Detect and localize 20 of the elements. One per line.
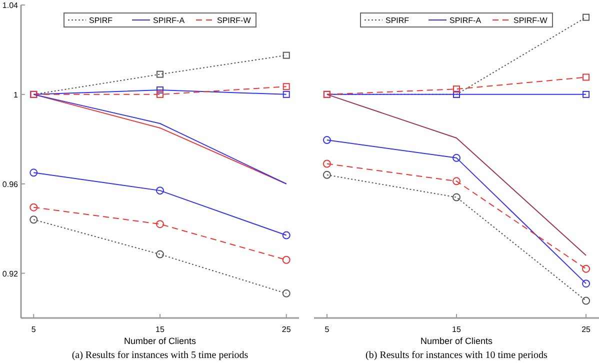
x-axis-title: Number of Clients <box>124 336 197 346</box>
x-tick-label: 5 <box>324 325 330 334</box>
x-axis-title: Number of Clients <box>420 336 494 346</box>
y-tick-label: 1 <box>14 90 19 100</box>
legend-label: SPIRF-W <box>514 16 548 25</box>
x-tick-label: 25 <box>582 325 592 334</box>
legend-label: SPIRF-W <box>217 16 252 25</box>
y-tick-label: 0.92 <box>2 269 19 278</box>
text: (a) Results for instances with 5 time periods <box>72 350 248 361</box>
legend-label: SPIRF-A <box>450 16 482 25</box>
y-tick-label: 1.04 <box>2 1 19 10</box>
y-tick-label: 0.96 <box>2 180 19 189</box>
legend-label: SPIRF-A <box>153 16 186 25</box>
x-tick-label: 25 <box>282 325 292 334</box>
legend-label: SPIRF <box>89 16 113 25</box>
x-tick-label: 5 <box>31 325 36 334</box>
text: (b) Results for instances with 10 time periods <box>366 350 548 361</box>
legend-label: SPIRF <box>386 16 410 25</box>
x-tick-label: 15 <box>156 325 165 334</box>
x-tick-label: 15 <box>452 325 462 334</box>
